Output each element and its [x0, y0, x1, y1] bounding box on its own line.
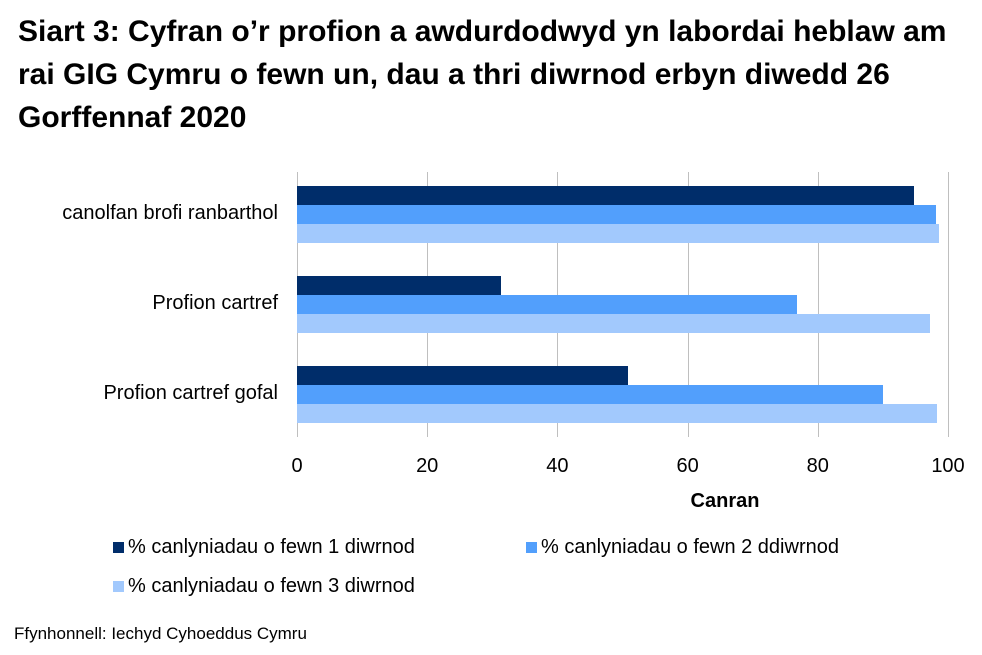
bar [297, 295, 797, 314]
plot-area [297, 172, 949, 437]
bar [297, 404, 937, 423]
bar [297, 385, 883, 404]
x-tick-label: 100 [931, 455, 965, 477]
category-label: canolfan brofi ranbarthol [62, 202, 278, 224]
bar [297, 366, 628, 385]
source-note: Ffynhonnell: Iechyd Cyhoeddus Cymru [14, 624, 307, 643]
bar [297, 314, 930, 333]
bar [297, 186, 915, 205]
x-tick-label: 0 [291, 455, 303, 477]
category-label: Profion cartref gofal [103, 382, 278, 404]
legend-label: % canlyniadau o fewn 2 ddiwrnod [541, 536, 839, 558]
x-tick-label: 60 [676, 455, 699, 477]
x-axis-label: Canran [690, 490, 760, 512]
legend-item-3-days: % canlyniadau o fewn 3 diwrnod [113, 575, 415, 598]
x-tick-label: 80 [806, 455, 829, 477]
gridline [948, 172, 949, 437]
category-label: Profion cartref [152, 292, 278, 314]
legend-item-1-day: % canlyniadau o fewn 1 diwrnod [113, 536, 415, 559]
bar [297, 276, 501, 295]
x-tick-label: 20 [416, 455, 439, 477]
legend-label: % canlyniadau o fewn 3 diwrnod [128, 575, 415, 597]
chart-title: Siart 3: Cyfran o’r profion a awdurdodwy… [18, 15, 947, 134]
legend-swatch-mid-blue [526, 542, 537, 553]
legend-label: % canlyniadau o fewn 1 diwrnod [128, 536, 415, 558]
bar [297, 205, 937, 224]
gridline [818, 172, 819, 437]
legend-item-2-days: % canlyniadau o fewn 2 ddiwrnod [526, 536, 839, 559]
bar [297, 224, 939, 243]
legend-swatch-light-blue [113, 581, 124, 592]
legend-swatch-dark-blue [113, 542, 124, 553]
x-tick-label: 40 [546, 455, 569, 477]
